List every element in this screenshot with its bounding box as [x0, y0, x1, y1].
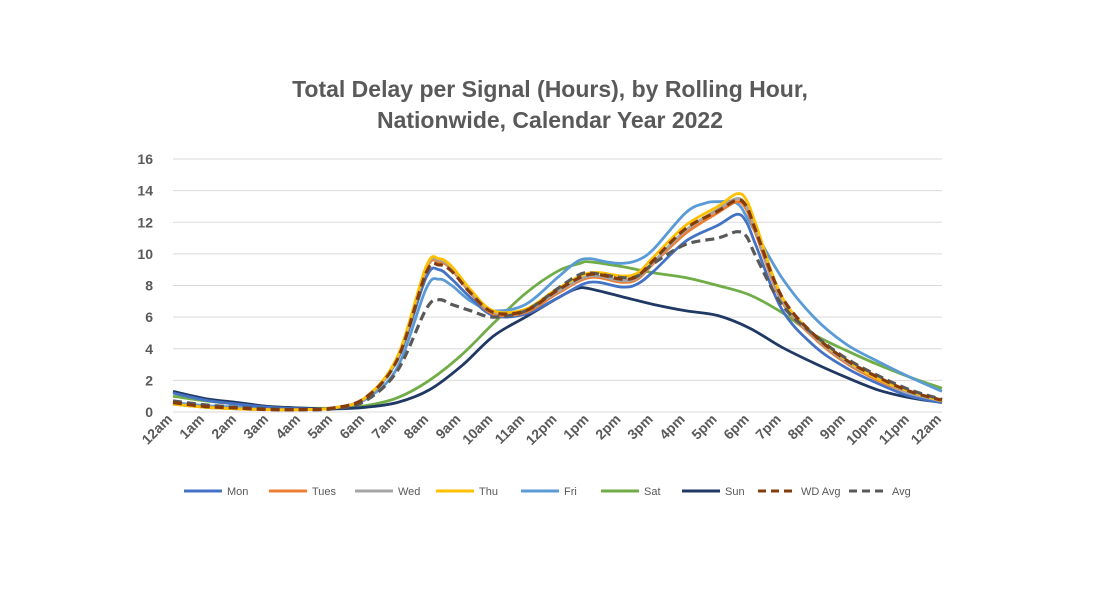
- legend-label: Sat: [644, 486, 661, 498]
- series-line-wed: [172, 197, 943, 412]
- y-tick-label: 10: [137, 246, 153, 262]
- x-tick-label: 5am: [304, 411, 335, 442]
- x-tick-label: 10pm: [843, 411, 880, 448]
- y-tick-label: 12: [137, 214, 153, 230]
- x-tick-label: 3am: [240, 411, 271, 442]
- x-tick-label: 7pm: [752, 411, 784, 443]
- y-tick-label: 8: [145, 278, 153, 294]
- x-tick-label: 12am: [907, 411, 944, 448]
- series-line-thu: [172, 192, 943, 412]
- series-line-avg: [172, 230, 943, 412]
- y-tick-label: 14: [137, 183, 153, 199]
- series-line-sat: [172, 260, 943, 410]
- x-tick-label: 5pm: [688, 411, 720, 443]
- x-axis-tick-labels: 12am 1am 2am 3am 4am 5am 6am 7am 8am 9am10am11am1…: [138, 411, 944, 448]
- legend-label: Thu: [479, 486, 498, 498]
- x-tick-label: 4pm: [656, 411, 688, 443]
- x-tick-label: 2am: [208, 411, 239, 442]
- x-tick-label: 4am: [272, 411, 303, 442]
- y-tick-label: 16: [137, 151, 153, 167]
- x-tick-label: 11pm: [875, 411, 912, 448]
- legend-label: Avg: [892, 486, 911, 498]
- legend-label: Tues: [312, 486, 337, 498]
- x-tick-label: 12pm: [522, 411, 559, 448]
- x-tick-label: 6pm: [720, 411, 752, 443]
- x-tick-label: 3pm: [624, 411, 656, 443]
- legend-label: Mon: [227, 486, 248, 498]
- x-tick-label: 11am: [491, 411, 527, 447]
- series-line-fri: [172, 199, 943, 412]
- chart-title-line-2: Nationwide, Calendar Year 2022: [376, 107, 723, 133]
- x-tick-label: 8pm: [784, 411, 816, 443]
- series-line-wd-avg: [172, 198, 943, 412]
- x-tick-label: 8am: [400, 411, 431, 442]
- y-axis-tick-labels: 0 2 4 6 8 10 12 14 16: [137, 151, 153, 420]
- chart-title: Total Delay per Signal (Hours), by Rolli…: [0, 74, 1100, 136]
- x-tick-label: 2pm: [592, 411, 624, 443]
- y-tick-label: 4: [145, 341, 153, 357]
- x-tick-label: 6am: [336, 411, 367, 442]
- x-tick-label: 12am: [138, 411, 175, 448]
- legend-label: Fri: [564, 486, 577, 498]
- legend: Mon Tues Wed Thu Fri Sat Sun WD Avg Avg: [184, 486, 911, 498]
- series-lines: [172, 192, 943, 412]
- x-tick-label: 10am: [459, 411, 496, 448]
- x-tick-label: 1pm: [560, 411, 592, 443]
- chart-title-line-1: Total Delay per Signal (Hours), by Rolli…: [292, 76, 808, 102]
- gridlines: [173, 158, 942, 413]
- y-tick-label: 2: [145, 372, 153, 388]
- legend-label: Wed: [398, 486, 420, 498]
- y-tick-label: 0: [145, 404, 153, 420]
- x-tick-label: 7am: [368, 411, 399, 442]
- series-line-tues: [172, 200, 943, 412]
- y-tick-label: 6: [145, 309, 153, 325]
- legend-label: WD Avg: [801, 486, 841, 498]
- legend-label: Sun: [725, 486, 745, 498]
- x-tick-label: 1am: [176, 411, 207, 442]
